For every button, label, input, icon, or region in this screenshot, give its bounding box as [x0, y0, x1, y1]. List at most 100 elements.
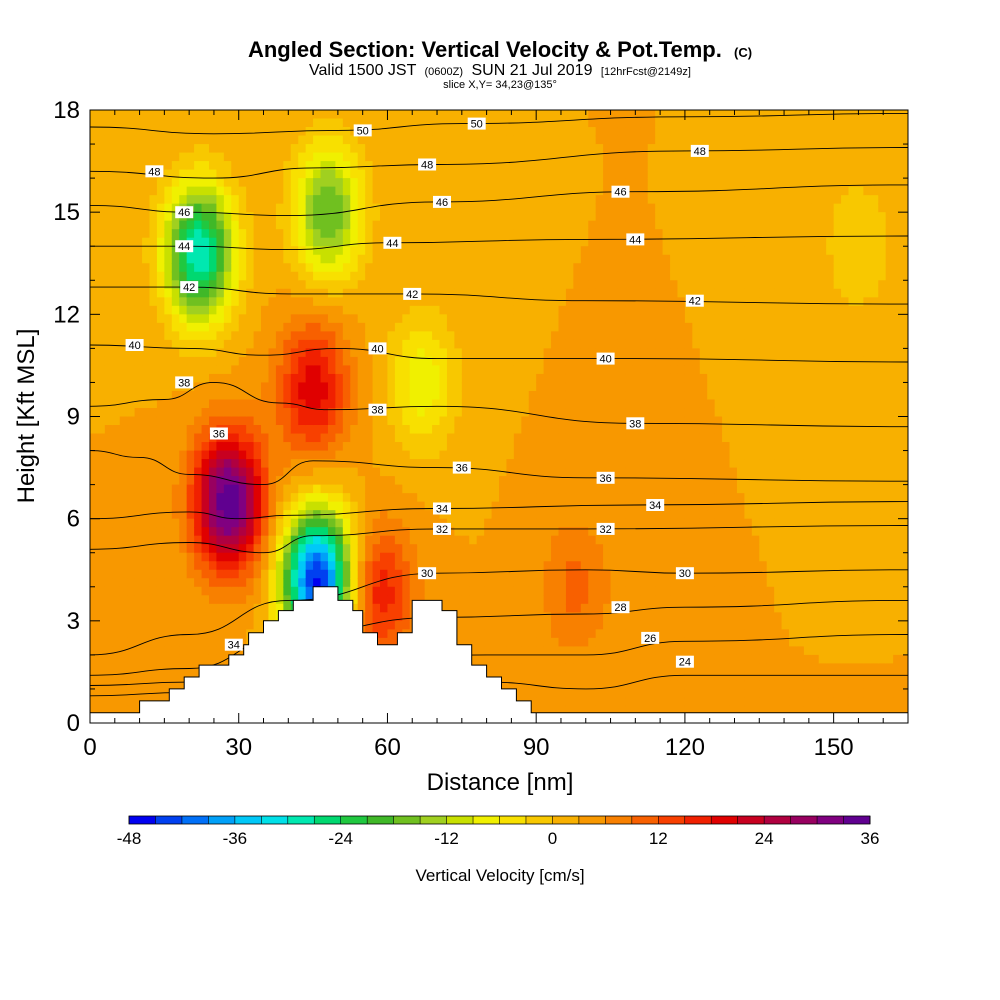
- velocity-cell: [595, 586, 604, 596]
- velocity-cell: [521, 637, 530, 647]
- velocity-cell: [283, 271, 292, 281]
- velocity-cell: [365, 161, 374, 171]
- velocity-cell: [551, 399, 560, 409]
- velocity-cell: [573, 688, 582, 699]
- velocity-cell: [90, 484, 99, 494]
- velocity-cell: [290, 552, 299, 562]
- velocity-cell: [580, 212, 589, 222]
- velocity-cell: [298, 390, 307, 401]
- velocity-cell: [476, 569, 485, 579]
- velocity-cell: [439, 552, 448, 562]
- velocity-cell: [253, 399, 262, 409]
- velocity-cell: [506, 220, 515, 230]
- velocity-cell: [402, 135, 411, 145]
- velocity-cell: [439, 271, 448, 281]
- velocity-cell: [424, 271, 433, 281]
- velocity-cell: [342, 169, 351, 179]
- velocity-cell: [216, 229, 225, 239]
- velocity-cell: [551, 203, 560, 213]
- velocity-cell: [290, 169, 299, 179]
- velocity-cell: [186, 220, 195, 230]
- velocity-cell: [521, 535, 530, 545]
- velocity-cell: [365, 493, 374, 503]
- velocity-cell: [521, 425, 530, 435]
- velocity-cell: [558, 356, 567, 367]
- velocity-cell: [454, 373, 463, 384]
- velocity-cell: [394, 569, 403, 579]
- velocity-cell: [253, 569, 262, 579]
- velocity-cell: [298, 510, 307, 520]
- velocity-cell: [402, 416, 411, 426]
- velocity-cell: [387, 271, 396, 281]
- velocity-cell: [112, 152, 121, 162]
- velocity-cell: [127, 578, 136, 588]
- velocity-cell: [357, 110, 366, 120]
- velocity-cell: [491, 620, 500, 630]
- velocity-cell: [432, 229, 441, 239]
- velocity-cell: [476, 271, 485, 281]
- velocity-cell: [97, 501, 106, 511]
- velocity-cell: [394, 382, 403, 392]
- velocity-cell: [424, 595, 433, 605]
- velocity-cell: [261, 186, 270, 196]
- velocity-cell: [402, 595, 411, 605]
- velocity-cell: [506, 203, 515, 213]
- velocity-cell: [327, 314, 336, 324]
- velocity-cell: [536, 365, 545, 375]
- velocity-cell: [231, 407, 240, 418]
- velocity-cell: [588, 569, 597, 579]
- velocity-cell: [394, 161, 403, 171]
- velocity-cell: [595, 331, 604, 341]
- velocity-cell: [588, 110, 597, 120]
- velocity-cell: [528, 186, 537, 196]
- velocity-cell: [186, 390, 195, 401]
- velocity-cell: [484, 127, 493, 137]
- velocity-cell: [461, 297, 470, 307]
- velocity-cell: [521, 135, 530, 145]
- velocity-cell: [134, 135, 143, 145]
- velocity-cell: [394, 229, 403, 239]
- velocity-cell: [387, 493, 396, 503]
- velocity-cell: [506, 629, 515, 639]
- velocity-cell: [580, 688, 589, 699]
- velocity-cell: [506, 169, 515, 179]
- velocity-cell: [387, 425, 396, 435]
- velocity-cell: [513, 527, 522, 537]
- velocity-cell: [573, 203, 582, 213]
- velocity-cell: [387, 331, 396, 341]
- velocity-cell: [231, 331, 240, 341]
- velocity-cell: [164, 161, 173, 171]
- velocity-cell: [506, 297, 515, 307]
- velocity-cell: [97, 271, 106, 281]
- velocity-cell: [513, 671, 522, 682]
- velocity-cell: [335, 186, 344, 196]
- velocity-cell: [216, 578, 225, 588]
- velocity-cell: [127, 356, 136, 367]
- velocity-cell: [134, 331, 143, 341]
- velocity-cell: [439, 561, 448, 571]
- velocity-cell: [365, 186, 374, 196]
- velocity-cell: [208, 144, 218, 154]
- velocity-cell: [179, 603, 188, 613]
- velocity-cell: [372, 169, 381, 179]
- velocity-cell: [491, 484, 500, 494]
- velocity-cell: [283, 373, 292, 384]
- velocity-cell: [357, 382, 366, 392]
- velocity-cell: [171, 552, 180, 562]
- velocity-cell: [484, 263, 493, 273]
- velocity-cell: [253, 237, 262, 247]
- velocity-cell: [558, 586, 567, 596]
- velocity-cell: [134, 535, 143, 545]
- velocity-cell: [394, 169, 403, 179]
- velocity-cell: [491, 407, 500, 418]
- velocity-cell: [104, 416, 113, 426]
- velocity-cell: [134, 552, 143, 562]
- velocity-cell: [491, 237, 500, 247]
- velocity-cell: [409, 407, 418, 418]
- velocity-cell: [558, 620, 567, 630]
- velocity-cell: [543, 459, 552, 469]
- velocity-cell: [342, 348, 351, 358]
- velocity-cell: [261, 603, 270, 613]
- velocity-cell: [223, 399, 232, 409]
- velocity-cell: [290, 433, 299, 443]
